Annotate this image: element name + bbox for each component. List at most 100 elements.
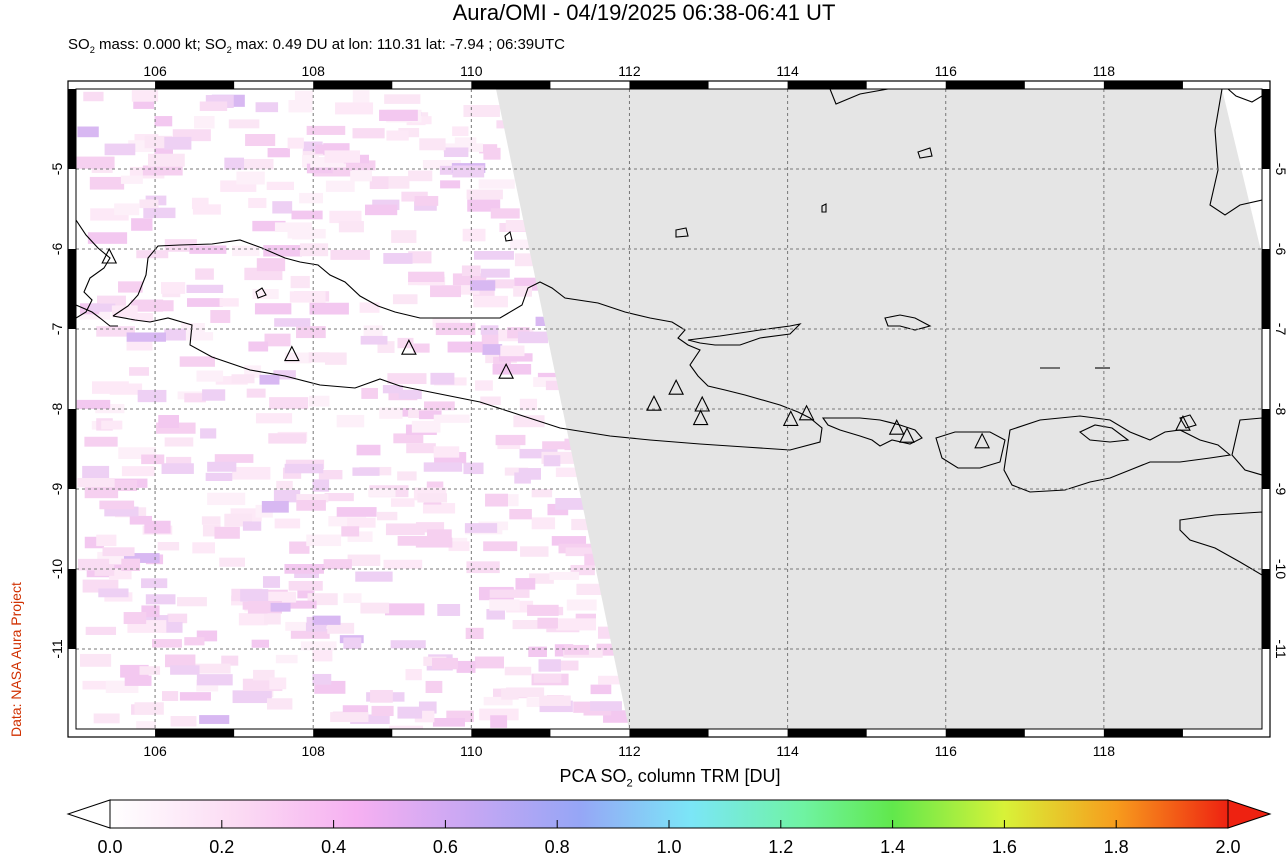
so2-pixel [473,250,514,260]
so2-pixel [290,275,310,289]
so2-pixel [418,410,442,420]
so2-pixel [483,147,501,160]
so2-pixel [114,203,140,216]
so2-pixel [456,660,476,673]
so2-pixel [350,170,372,182]
frame-block [313,81,393,89]
so2-pixel [397,337,414,349]
so2-pixel [392,294,418,305]
so2-pixel [433,414,470,423]
volcano-icon [888,418,905,435]
so2-pixel [571,518,601,531]
so2-pixel [245,134,276,147]
so2-pixel [264,333,291,347]
so2-pixel [148,153,185,167]
lat-label-right: -11 [1273,639,1288,658]
so2-pixel [414,195,439,206]
so2-pixel [556,618,597,631]
so2-pixel [537,617,558,629]
so2-pixel [462,228,486,242]
so2-pixel [385,523,425,536]
lat-label-left: -10 [49,559,65,579]
so2-pixel [529,573,554,584]
so2-pixel [440,180,461,189]
volcano-icon [101,247,118,264]
colorbar-tick-label: 1.8 [1104,837,1129,855]
so2-pixel [361,387,378,399]
so2-pixel [383,559,423,569]
so2-pixel [382,385,403,394]
so2-pixel [500,345,525,357]
so2-pixel [157,541,180,551]
so2-pixel [308,352,330,363]
so2-pixel [482,344,503,355]
lat-ticks-left: -5 -6 -7 -8 -9 -10 -11 [49,163,65,659]
so2-pixel [426,481,444,493]
so2-pixel [387,373,427,385]
colorbar-tick-label: 1.6 [992,837,1017,855]
so2-pixel [131,312,154,322]
lat-ticks-right: -5 -6 -7 -8 -9 -10 -11 [1273,163,1288,659]
frame-block [68,409,76,489]
so2-pixel [315,144,344,154]
so2-pixel [515,578,536,590]
so2-pixel [414,710,435,723]
so2-pixel [555,467,590,478]
so2-pixel [121,466,155,477]
so2-pixel [299,243,329,257]
volcano-icon [646,394,662,411]
frame-block [471,81,551,89]
frame-block [155,81,235,89]
colorbar-title: PCA SO2 column TRM [DU] [559,766,781,790]
so2-pixel [284,463,324,474]
so2-pixel [194,116,215,129]
so2-pixel [306,163,333,174]
so2-pixel [141,578,168,589]
so2-pixel [386,130,409,141]
so2-pixel [164,437,194,447]
lon-label-top: 108 [302,63,326,79]
so2-pixel [255,413,293,424]
so2-pixel [179,692,211,701]
so2-pixel [370,689,393,703]
so2-pixel [519,398,538,411]
so2-pixel [519,448,558,459]
so2-pixel [513,415,545,428]
so2-pixel [205,472,233,481]
so2-pixel [543,455,561,467]
so2-pixel [498,353,533,362]
so2-pixel [309,302,349,315]
so2-pixel [275,654,298,664]
so2-pixel [294,90,313,101]
so2-pixel [509,509,532,520]
so2-pixel [411,420,441,433]
so2-pixel [443,147,469,158]
so2-pixel [505,220,526,232]
so2-pixel [542,441,572,450]
so2-pixel [483,541,518,552]
so2-pixel-layer [76,90,638,729]
so2-pixel [493,356,511,369]
so2-pixel [192,204,221,215]
so2-pixel [360,335,388,345]
so2-pixel [104,506,139,517]
so2-pixel [214,454,254,463]
so2-pixel [141,454,165,465]
so2-pixel [98,588,129,598]
frame-block [787,729,867,737]
volcano-icon [798,404,815,421]
so2-pixel [119,553,160,563]
so2-pixel [506,600,534,613]
frame-block [68,569,76,649]
so2-pixel [228,119,260,129]
lat-label-right: -7 [1273,323,1288,336]
colorbar-tick-label: 1.2 [768,837,793,855]
so2-pixel [201,516,221,525]
so2-pixel [422,159,461,170]
lon-label-bottom: 108 [302,743,326,759]
so2-pixel [128,140,155,153]
so2-pixel [162,621,183,633]
so2-pixel [172,129,211,142]
so2-pixel [192,542,216,554]
so2-pixel [199,715,230,724]
